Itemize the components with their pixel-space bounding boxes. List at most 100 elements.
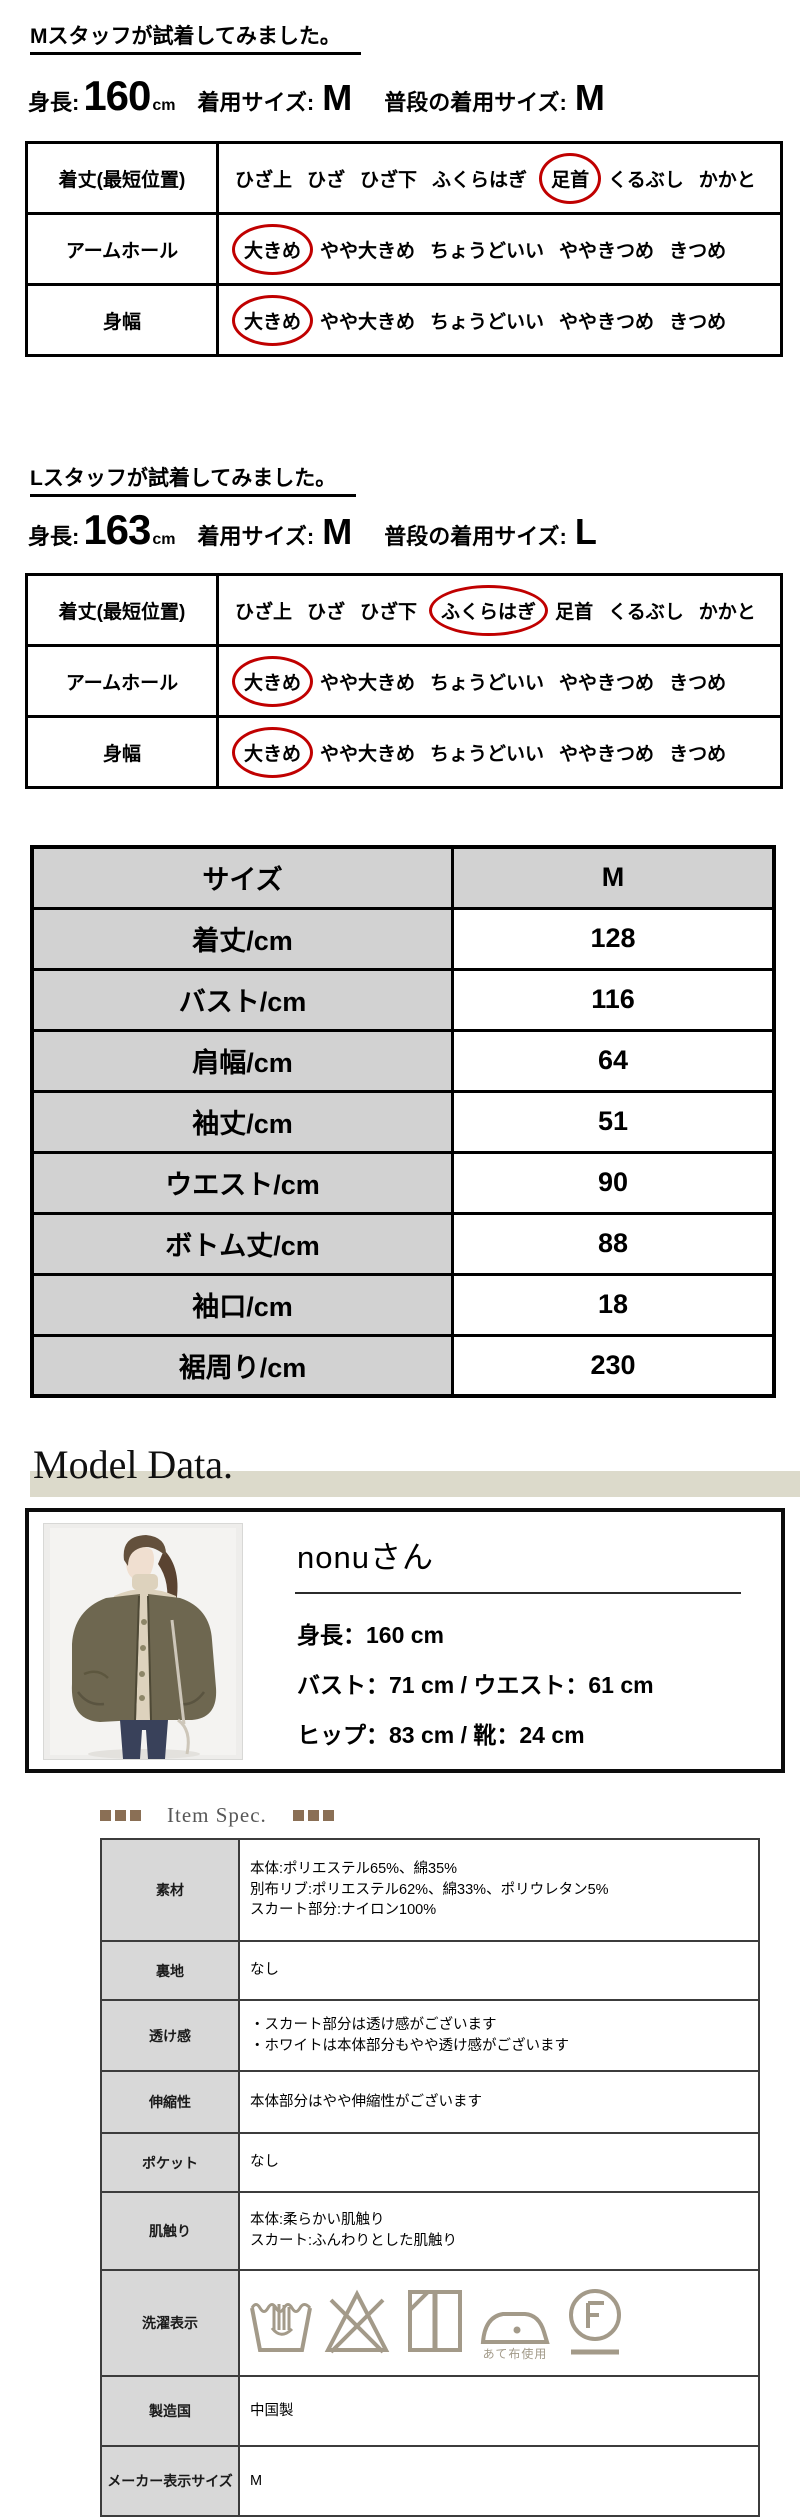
fit-option: ちょうどいい bbox=[430, 672, 545, 694]
model-measurement-line: ヒップ：83 cm / 靴：24 cm bbox=[297, 1722, 585, 1748]
fit-heading-l: Lスタッフが試着してみました。 bbox=[30, 462, 357, 497]
size-measurements-table: サイズ M 着丈/cm 128 バスト/cm 116 肩幅/cm 64 袖丈/cm 51 ウエスト/… bbox=[30, 845, 776, 1398]
spec-table-row: 素材 本体:ポリエステル65%、綿35% 別布リブ:ポリエステル62%、綿33%、ポ… bbox=[100, 1838, 760, 1942]
fit-row-options: ひざ上 ひざ ひざ下 ふくらはぎ 足首 くるぶし かかと bbox=[216, 573, 783, 647]
spec-row-label: 洗濯表示 bbox=[100, 2269, 240, 2377]
wear-size-value: M bbox=[322, 511, 353, 552]
spec-row-label: ポケット bbox=[100, 2132, 240, 2193]
size-table-row: ボトム丈/cm 88 bbox=[30, 1211, 776, 1276]
size-table-row: 肩幅/cm 64 bbox=[30, 1028, 776, 1093]
size-row-value: 90 bbox=[451, 1150, 776, 1215]
fit-option: ひざ下 bbox=[360, 169, 418, 191]
fit-option: かかと bbox=[698, 601, 756, 623]
spec-text-line: 別布リブ:ポリエステル62%、綿33%、ポリウレタン5% bbox=[250, 1881, 609, 1898]
fit-row-options: 大きめ やや大きめ ちょうどいい ややきつめ きつめ bbox=[216, 644, 783, 718]
fit-row-options: ひざ上 ひざ ひざ下 ふくらはぎ 足首 くるぶし かかと bbox=[216, 141, 783, 215]
spec-table-row: ポケット なし bbox=[100, 2132, 760, 2193]
fit-heading-m: Mスタッフが試着してみました。 bbox=[30, 20, 361, 55]
spec-table-row: 伸縮性 本体部分はやや伸縮性がございます bbox=[100, 2070, 760, 2134]
spec-text-line: スカート部分:ナイロン100% bbox=[250, 1902, 437, 1919]
fit-option-selected: 大きめ bbox=[232, 655, 314, 707]
pressing-cloth-note: あて布使用 bbox=[482, 2347, 548, 2362]
spec-row-value: M bbox=[238, 2445, 760, 2517]
fit-row-label: 身幅 bbox=[25, 283, 219, 357]
size-table-row: ウエスト/cm 90 bbox=[30, 1150, 776, 1215]
usual-size-value: L bbox=[574, 511, 597, 552]
size-header-value: M bbox=[451, 845, 776, 910]
fit-heading-m-text: Mスタッフが試着してみました。 bbox=[30, 20, 361, 55]
usual-size-label: 普段の着用サイズ: bbox=[384, 524, 567, 549]
spec-row-label: 製造国 bbox=[100, 2375, 240, 2447]
fit-table-row: アームホール 大きめ やや大きめ ちょうどいい ややきつめ きつめ bbox=[25, 644, 783, 718]
spec-row-value: 中国製 bbox=[238, 2375, 760, 2447]
spec-squares-left-icon bbox=[100, 1810, 141, 1821]
spec-row-label: 透け感 bbox=[100, 1999, 240, 2072]
spec-row-value: 本体:ポリエステル65%、綿35% 別布リブ:ポリエステル62%、綿33%、ポリウ… bbox=[238, 1838, 760, 1942]
fit-row-options: 大きめ やや大きめ ちょうどいい ややきつめ きつめ bbox=[216, 283, 783, 357]
size-row-label: 肩幅/cm bbox=[30, 1028, 454, 1093]
spec-row-value: 本体:柔らかい肌触り スカート:ふんわりとした肌触り bbox=[238, 2191, 760, 2271]
spec-row-value: なし bbox=[238, 2132, 760, 2193]
fit-table-row: 身幅 大きめ やや大きめ ちょうどいい ややきつめ きつめ bbox=[25, 283, 783, 357]
fit-option: くるぶし bbox=[608, 169, 684, 191]
fit-option: きつめ bbox=[669, 240, 727, 262]
iron-one-dot-icon bbox=[480, 2312, 550, 2345]
height-label: 身長: bbox=[28, 524, 80, 549]
item-spec-title: Item Spec. bbox=[167, 1803, 267, 1827]
fit-option: 足首 bbox=[555, 601, 594, 623]
fit-option: ひざ上 bbox=[235, 169, 293, 191]
fit-option-selected: 大きめ bbox=[232, 294, 314, 346]
fit-row-options: 大きめ やや大きめ ちょうどいい ややきつめ きつめ bbox=[216, 715, 783, 789]
fit-option: ひざ bbox=[307, 169, 346, 191]
usual-size-label: 普段の着用サイズ: bbox=[384, 90, 567, 115]
fit-option: ややきつめ bbox=[559, 743, 655, 765]
model-name: nonuさん bbox=[297, 1540, 434, 1575]
fit-table-row: 着丈(最短位置) ひざ上 ひざ ひざ下 ふくらはぎ 足首 くるぶし かかと bbox=[25, 573, 783, 647]
laundry-symbols: あて布使用 bbox=[248, 2284, 748, 2363]
size-row-label: 裾周り/cm bbox=[30, 1333, 454, 1398]
fit-option-selected: 大きめ bbox=[232, 223, 314, 275]
spec-row-label: 裏地 bbox=[100, 1940, 240, 2001]
fit-table-m: 着丈(最短位置) ひざ上 ひざ ひざ下 ふくらはぎ 足首 くるぶし かかと アームホール 大きめや… bbox=[25, 141, 783, 357]
fit-option: やや大きめ bbox=[320, 672, 416, 694]
size-row-label: ウエスト/cm bbox=[30, 1150, 454, 1215]
spec-row-value: ・スカート部分は透け感がございます ・ホワイトは本体部分もやや透け感がございます bbox=[238, 1999, 760, 2072]
fit-option: ちょうどいい bbox=[430, 240, 545, 262]
fit-option: きつめ bbox=[669, 743, 727, 765]
height-value: 160 bbox=[83, 72, 151, 119]
model-measurement-line: バスト：71 cm / ウエスト：61 cm bbox=[297, 1672, 654, 1698]
size-table-row: 袖丈/cm 51 bbox=[30, 1089, 776, 1154]
fit-row-label: 着丈(最短位置) bbox=[25, 141, 219, 215]
spec-row-label: 肌触り bbox=[100, 2191, 240, 2271]
spec-table-row: 肌触り 本体:柔らかい肌触り スカート:ふんわりとした肌触り bbox=[100, 2191, 760, 2271]
height-unit: cm bbox=[152, 531, 176, 548]
spec-row-label: メーカー表示サイズ bbox=[100, 2445, 240, 2517]
item-spec-header: Item Spec. bbox=[100, 1803, 334, 1828]
fit-table-row: 身幅 大きめ やや大きめ ちょうどいい ややきつめ きつめ bbox=[25, 715, 783, 789]
size-row-value: 230 bbox=[451, 1333, 776, 1398]
fit-row-label: アームホール bbox=[25, 644, 219, 718]
fit-option-selected: 足首 bbox=[539, 152, 602, 204]
fit-option: ややきつめ bbox=[559, 240, 655, 262]
spec-squares-right-icon bbox=[292, 1810, 334, 1821]
fit-row-options: 大きめ やや大きめ ちょうどいい ややきつめ きつめ bbox=[216, 212, 783, 286]
fit-option: ややきつめ bbox=[559, 311, 655, 333]
fit-row-label: アームホール bbox=[25, 212, 219, 286]
size-row-value: 18 bbox=[451, 1272, 776, 1337]
fit-option: ひざ下 bbox=[360, 601, 418, 623]
fit-table-row: 着丈(最短位置) ひざ上 ひざ ひざ下 ふくらはぎ 足首 くるぶし かかと bbox=[25, 141, 783, 215]
wear-size-value: M bbox=[322, 77, 353, 118]
spec-text-line: スカート:ふんわりとした肌触り bbox=[250, 2233, 458, 2249]
model-measurements: 身長：160 cm バスト：71 cm / ウエスト：61 cm ヒップ：83 cm… bbox=[297, 1616, 654, 1766]
spec-text-line: M bbox=[250, 2472, 263, 2489]
height-unit: cm bbox=[152, 97, 176, 114]
spec-text-line: ・ホワイトは本体部分もやや透け感がございます bbox=[250, 2037, 569, 2054]
hand-wash-icon bbox=[250, 2303, 312, 2353]
spec-row-label: 素材 bbox=[100, 1838, 240, 1942]
spec-table-row: 製造国 中国製 bbox=[100, 2375, 760, 2447]
fit-option-selected: 大きめ bbox=[232, 726, 314, 778]
spec-table-row: 裏地 なし bbox=[100, 1940, 760, 2001]
fit-option-selected: ふくらはぎ bbox=[429, 584, 549, 636]
model-name-underline bbox=[295, 1592, 741, 1594]
model-photo-illustration bbox=[44, 1524, 242, 1759]
